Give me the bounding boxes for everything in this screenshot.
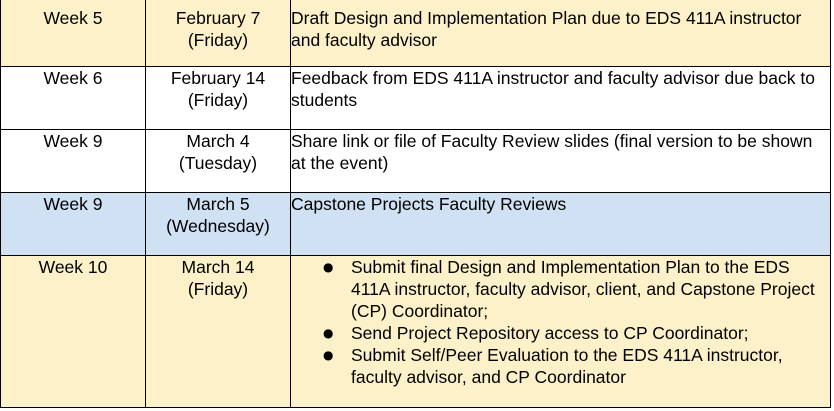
weekday-text: (Wednesday) [166, 216, 270, 236]
weekday-text: (Friday) [187, 30, 249, 50]
week-cell: Week 6 [0, 66, 146, 130]
date-cell: March 14 (Friday) [145, 255, 291, 408]
bullet-item: Submit final Design and Implementation P… [323, 256, 830, 322]
date-text: March 14 [181, 257, 255, 277]
description-cell: Capstone Projects Faculty Reviews [290, 192, 831, 256]
weekday-text: (Friday) [187, 90, 249, 110]
week-cell: Week 10 [0, 255, 146, 408]
description-cell: Draft Design and Implementation Plan due… [290, 0, 831, 67]
date-text: February 14 [170, 68, 266, 88]
bullet-list: Submit final Design and Implementation P… [291, 256, 830, 388]
date-text: February 7 [175, 8, 261, 28]
table-row: Week 9 March 4 (Tuesday) Share link or f… [0, 129, 831, 193]
date-cell: March 5 (Wednesday) [145, 192, 291, 256]
table-row: Week 9 March 5 (Wednesday) Capstone Proj… [0, 192, 831, 256]
date-cell: March 4 (Tuesday) [145, 129, 291, 193]
table-row: Week 5 February 7 (Friday) Draft Design … [0, 0, 831, 67]
date-cell: February 7 (Friday) [145, 0, 291, 67]
description-cell: Feedback from EDS 411A instructor and fa… [290, 66, 831, 130]
date-text: March 4 [186, 131, 250, 151]
week-cell: Week 9 [0, 192, 146, 256]
description-cell: Submit final Design and Implementation P… [290, 255, 831, 408]
description-cell: Share link or file of Faculty Review sli… [290, 129, 831, 193]
date-text: March 5 [186, 194, 250, 214]
bullet-item: Submit Self/Peer Evaluation to the EDS 4… [323, 344, 830, 388]
weekday-text: (Friday) [187, 279, 249, 299]
week-cell: Week 5 [0, 0, 146, 67]
bullet-item: Send Project Repository access to CP Coo… [323, 322, 830, 344]
table-row: Week 6 February 14 (Friday) Feedback fro… [0, 66, 831, 130]
date-cell: February 14 (Friday) [145, 66, 291, 130]
weekday-text: (Tuesday) [178, 153, 258, 173]
table-row: Week 10 March 14 (Friday) Submit final D… [0, 255, 831, 408]
week-cell: Week 9 [0, 129, 146, 193]
